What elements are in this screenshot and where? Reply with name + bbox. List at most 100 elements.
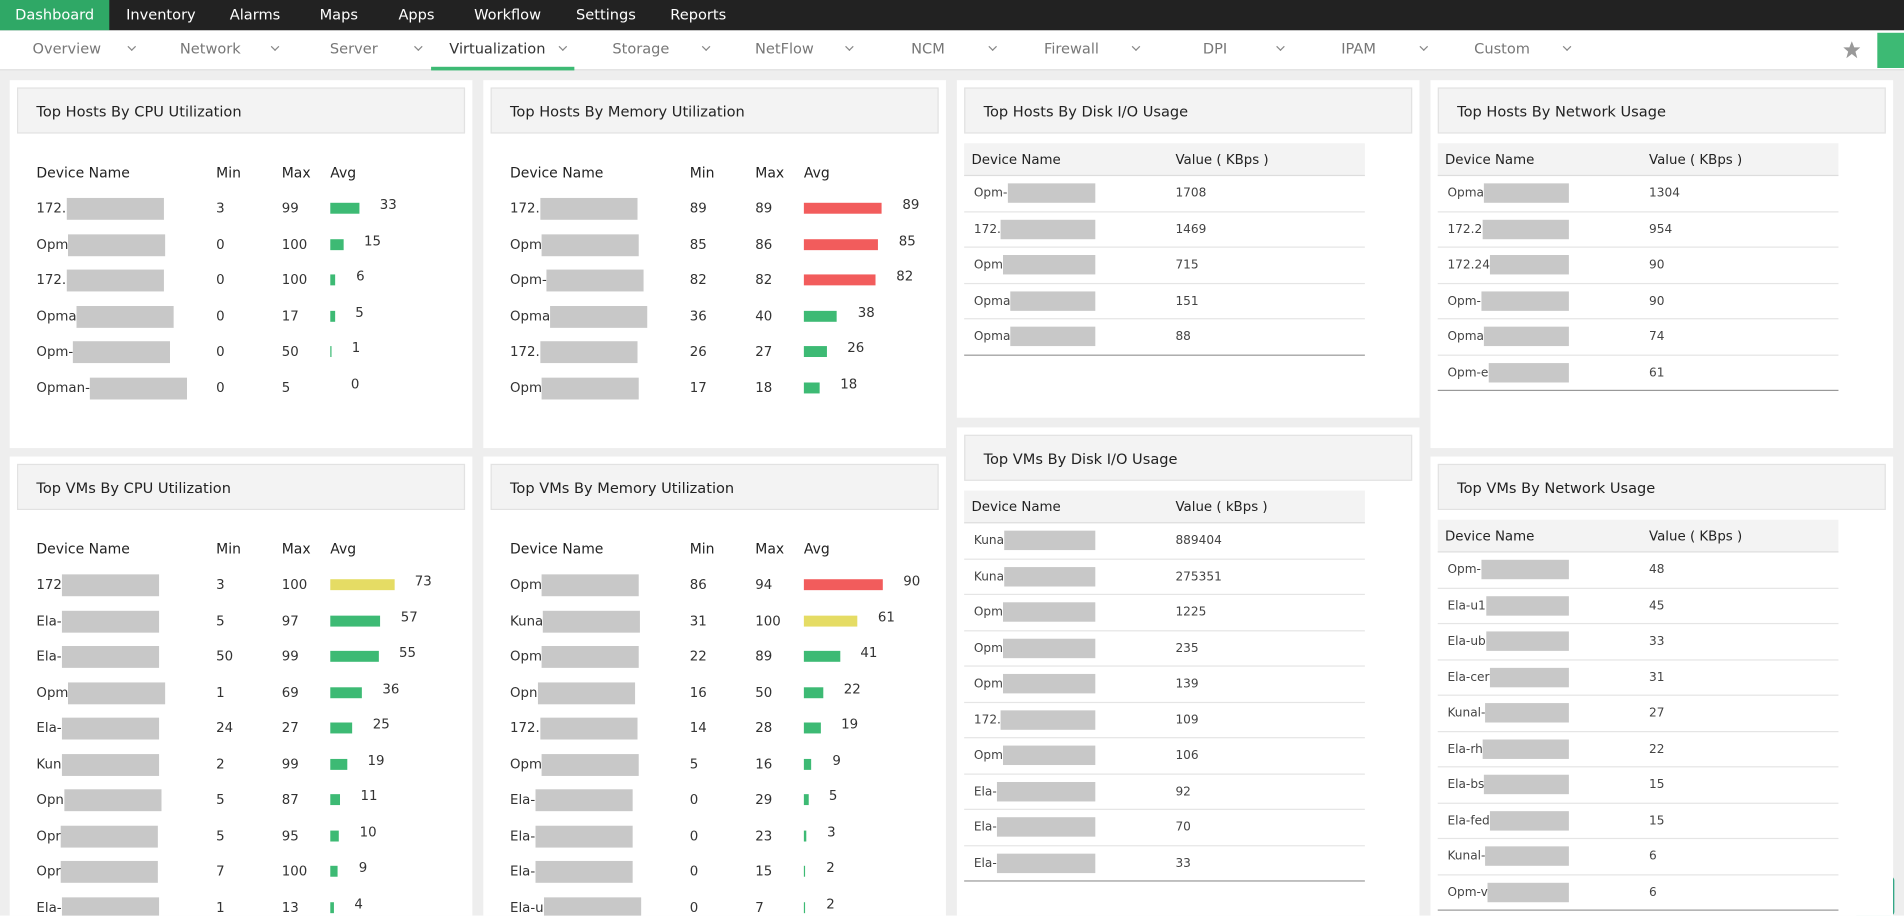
table-header: Device Name Value ( KBps ) xyxy=(1437,143,1839,177)
widget-title: Top Hosts By Disk I/O Usage xyxy=(983,103,1189,121)
widget-title: Top VMs By CPU Utilization xyxy=(36,479,231,497)
max-value: 99 xyxy=(281,648,299,665)
column-header: Device Name xyxy=(36,540,130,558)
nav-label: Workflow xyxy=(474,6,542,24)
column-header[interactable]: Value ( KBps ) xyxy=(1175,151,1269,168)
device-name: 172. xyxy=(36,272,67,288)
column-header[interactable]: Device Name xyxy=(971,151,1061,168)
min-value: 0 xyxy=(689,863,699,880)
redacted xyxy=(61,610,160,633)
nav-label: Apps xyxy=(398,6,435,24)
avg-value: 18 xyxy=(840,375,858,392)
max-value: 5 xyxy=(281,379,291,396)
nav-item[interactable]: Inventory xyxy=(109,0,212,30)
table-row: Ela-cer 31 xyxy=(1437,660,1839,696)
min-value: 1 xyxy=(216,684,225,701)
device-name: Opman- xyxy=(36,379,90,396)
nav-label: Dashboard xyxy=(15,6,95,24)
device-name: 172. xyxy=(973,713,1001,727)
avg-bar xyxy=(803,829,807,841)
column-header: Device Name xyxy=(36,163,130,181)
min-value: 26 xyxy=(689,343,707,360)
device-name: Opm xyxy=(510,236,543,252)
widget-header: Top VMs By Memory Utilization xyxy=(490,463,939,511)
redacted xyxy=(1003,602,1096,622)
table-row: 172.2 954 xyxy=(1437,212,1839,248)
column-header[interactable]: Value ( KBps ) xyxy=(1649,151,1743,168)
max-value: 86 xyxy=(755,236,773,252)
max-value: 100 xyxy=(281,236,308,252)
widget-panel: Top VMs By Network Usage Device Name Value… xyxy=(1430,456,1894,916)
device-name: 172.2 xyxy=(1447,222,1483,237)
table-row: Opm 235 xyxy=(964,631,1365,667)
table-row: Opm 139 xyxy=(964,667,1365,703)
subnav-item[interactable]: Custom xyxy=(1435,30,1578,70)
column-header[interactable]: Value ( KBps ) xyxy=(1649,528,1743,545)
redacted xyxy=(1007,183,1096,203)
avg-bar xyxy=(330,202,360,214)
top-nav: Dashboard Inventory Alarms Maps Apps Workflow… xyxy=(0,0,1904,31)
redacted xyxy=(1003,255,1096,275)
avg-value: 22 xyxy=(843,680,861,697)
nav-item[interactable]: Alarms xyxy=(213,0,298,30)
column-header[interactable]: Device Name xyxy=(1445,151,1535,168)
min-value: 5 xyxy=(689,755,699,772)
device-name: Kun xyxy=(36,755,62,772)
avg-bar xyxy=(330,901,334,913)
min-value: 0 xyxy=(689,899,699,915)
avg-value: 5 xyxy=(355,304,364,320)
favorite-star[interactable] xyxy=(1843,40,1861,59)
subnav-item[interactable]: Overview xyxy=(0,30,143,70)
nav-item[interactable]: Maps xyxy=(298,0,381,30)
nav-item[interactable]: Reports xyxy=(650,0,747,30)
nav-item[interactable]: Workflow xyxy=(453,0,562,30)
avg-bar xyxy=(803,346,827,358)
redacted xyxy=(541,233,639,256)
usage-value: 74 xyxy=(1649,330,1665,344)
column-header: Avg xyxy=(803,540,830,558)
table-row: Kunal- 27 xyxy=(1437,696,1839,732)
menu-button[interactable] xyxy=(1877,32,1904,69)
redacted xyxy=(541,377,639,399)
device-name: 172. xyxy=(973,222,1001,237)
nav-label: Settings xyxy=(576,6,636,24)
column-header[interactable]: Value ( kBps ) xyxy=(1175,499,1268,515)
subnav-item[interactable]: Virtualization xyxy=(430,30,574,71)
max-value: 50 xyxy=(281,343,299,360)
min-value: 85 xyxy=(689,236,707,252)
subnav-item[interactable]: DPI xyxy=(1148,30,1291,70)
widget-header: Top Hosts By Disk I/O Usage xyxy=(964,87,1413,134)
nav-item[interactable]: Settings xyxy=(562,0,649,30)
subnav-item[interactable]: Server xyxy=(287,30,430,70)
min-value: 89 xyxy=(689,200,707,217)
avg-value: 90 xyxy=(903,573,921,589)
redacted xyxy=(61,574,160,597)
device-name: 172 xyxy=(36,576,62,593)
table-row: 172.24 90 xyxy=(1437,248,1839,284)
device-name: Ela- xyxy=(36,899,62,915)
table-row: 172. 109 xyxy=(964,702,1365,739)
device-name: Opm xyxy=(510,755,543,772)
min-value: 17 xyxy=(689,379,707,396)
usage-value: 33 xyxy=(1649,635,1665,649)
nav-item[interactable]: Apps xyxy=(380,0,453,30)
usage-value: 31 xyxy=(1649,670,1665,685)
subnav-item[interactable]: Firewall xyxy=(1005,30,1148,70)
subnav-item[interactable]: Storage xyxy=(574,30,717,70)
min-value: 5 xyxy=(216,612,225,629)
max-value: 50 xyxy=(755,684,773,701)
subnav-item[interactable]: NetFlow xyxy=(718,30,861,70)
column-header[interactable]: Device Name xyxy=(971,499,1061,515)
column-header[interactable]: Device Name xyxy=(1445,528,1535,545)
data-table: Device Name Value ( kBps ) Kuna 889404 Kuna 2… xyxy=(964,490,1365,882)
redacted xyxy=(1487,882,1569,902)
subnav-item[interactable]: Network xyxy=(144,30,287,70)
avg-bar xyxy=(803,381,820,393)
table-header: Device Name Value ( KBps ) xyxy=(964,143,1365,177)
table-row: Opm-e 61 xyxy=(1438,355,1839,391)
max-value: 99 xyxy=(281,200,299,217)
subnav-item[interactable]: IPAM xyxy=(1292,30,1435,70)
avg-bar xyxy=(330,794,340,806)
subnav-item[interactable]: NCM xyxy=(861,30,1004,70)
nav-item[interactable]: Dashboard xyxy=(0,0,110,31)
